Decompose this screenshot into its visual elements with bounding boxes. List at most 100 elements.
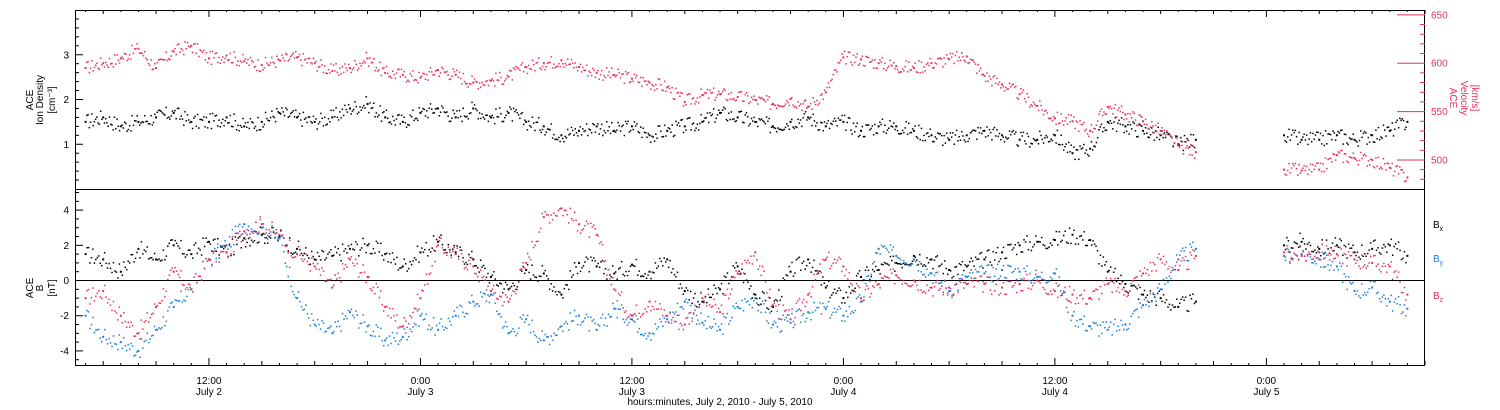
data-point: [456, 245, 458, 247]
data-point: [840, 119, 842, 121]
data-point: [857, 285, 859, 287]
data-point: [1321, 143, 1323, 145]
data-point: [465, 266, 467, 269]
data-point: [113, 116, 116, 119]
data-point: [584, 129, 587, 132]
data-point: [352, 314, 354, 317]
data-point: [429, 328, 432, 331]
data-point: [709, 304, 711, 306]
data-point: [1140, 306, 1143, 309]
data-point: [1068, 227, 1071, 229]
data-point: [1168, 265, 1171, 268]
data-point: [894, 282, 896, 285]
data-point: [408, 124, 410, 126]
data-point: [147, 123, 150, 125]
data-point: [393, 119, 395, 122]
data-point: [712, 108, 715, 110]
data-point: [1062, 124, 1065, 126]
data-point: [521, 268, 523, 270]
data-point: [866, 124, 869, 126]
data-point: [1335, 253, 1338, 256]
data-point: [86, 61, 88, 64]
data-point: [591, 259, 594, 262]
data-point: [1129, 113, 1132, 115]
data-point: [342, 114, 345, 117]
data-point: [398, 113, 400, 116]
data-point: [212, 239, 215, 241]
data-point: [1015, 278, 1018, 281]
data-point: [801, 314, 804, 317]
data-point: [1178, 264, 1181, 267]
data-point: [102, 258, 105, 261]
data-point: [638, 270, 641, 272]
data-point: [391, 115, 394, 118]
data-point: [253, 239, 256, 242]
data-point: [823, 282, 826, 284]
data-point: [458, 71, 461, 73]
data-point: [1064, 230, 1066, 233]
data-point: [491, 274, 494, 276]
data-point: [964, 141, 967, 143]
data-point: [800, 269, 802, 271]
data-point: [719, 311, 722, 314]
data-point: [422, 290, 425, 292]
data-point: [271, 226, 273, 229]
data-point: [544, 68, 546, 71]
data-point: [196, 43, 199, 45]
data-point: [1299, 172, 1302, 174]
data-point: [613, 272, 616, 275]
data-point: [1074, 158, 1076, 161]
data-point: [200, 279, 203, 281]
data-point: [346, 69, 349, 72]
data-point: [1010, 265, 1012, 268]
data-point: [115, 127, 117, 130]
data-point: [1385, 135, 1387, 137]
data-point: [558, 136, 560, 139]
data-point: [375, 240, 378, 243]
data-point: [100, 341, 103, 343]
data-point: [653, 140, 656, 142]
data-point: [912, 258, 915, 261]
data-point: [497, 116, 500, 118]
data-point: [485, 288, 488, 291]
data-point: [1305, 165, 1308, 168]
data-point: [1176, 135, 1178, 138]
data-point: [545, 66, 548, 68]
data-point: [983, 272, 986, 275]
data-point: [972, 129, 974, 131]
data-point: [406, 270, 408, 272]
data-point: [752, 120, 754, 122]
data-point: [1013, 86, 1016, 89]
data-point: [1016, 97, 1018, 99]
data-point: [1145, 296, 1147, 299]
data-point: [1406, 293, 1409, 296]
data-point: [1330, 264, 1332, 267]
data-point: [1018, 244, 1021, 247]
data-point: [945, 267, 947, 270]
data-point: [329, 72, 331, 74]
data-point: [313, 323, 316, 326]
data-point: [334, 321, 336, 323]
data-point: [1303, 255, 1306, 258]
data-point: [968, 260, 971, 263]
data-point: [1144, 127, 1147, 129]
data-point: [888, 251, 890, 253]
data-point: [393, 258, 395, 261]
data-point: [669, 259, 671, 262]
data-point: [1396, 302, 1398, 305]
data-point: [390, 123, 393, 125]
data-point: [1168, 132, 1171, 135]
data-point: [1139, 115, 1142, 117]
data-point: [1030, 249, 1033, 252]
data-point: [688, 312, 690, 314]
data-point: [1356, 290, 1359, 292]
data-point: [509, 331, 511, 334]
data-point: [559, 208, 561, 210]
data-point: [1312, 262, 1315, 264]
data-point: [822, 98, 825, 100]
data-point: [1313, 138, 1315, 141]
data-point: [989, 131, 992, 134]
data-point: [995, 283, 997, 286]
data-point: [785, 316, 787, 319]
data-point: [457, 116, 459, 119]
